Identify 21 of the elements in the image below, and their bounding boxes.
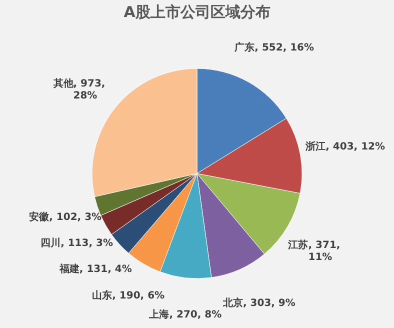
slice-label: 浙江 (304, 140, 326, 153)
data-label: , 270, 8% (169, 310, 222, 321)
slice-label: 江苏 (287, 239, 308, 252)
slice-label: 四川 (40, 236, 61, 249)
slice-label: 山东 (92, 290, 112, 302)
data-label: , 190, 6% (112, 290, 165, 302)
slice-label: 上海 (148, 308, 170, 321)
slice-label: 其他 (52, 77, 74, 90)
slice-label: 安徽 (29, 211, 50, 224)
data-label: , 102, 3% (49, 212, 102, 224)
data-label: , 113, 3% (60, 238, 113, 249)
slice-label: 福建 (58, 262, 80, 275)
data-label: , 131, 4% (79, 264, 132, 275)
chart-title: A股上市公司区域分布 (124, 3, 270, 21)
data-label: , 303, 9% (242, 298, 296, 310)
data-label: , 973, 28% (73, 78, 106, 102)
slice-label: 广东 (234, 42, 255, 54)
data-label: , 552, 16% (254, 42, 314, 54)
slice-label: 北京 (222, 297, 243, 310)
data-label: , 403, 12% (326, 142, 386, 153)
data-label: , 371, 11% (308, 240, 340, 264)
